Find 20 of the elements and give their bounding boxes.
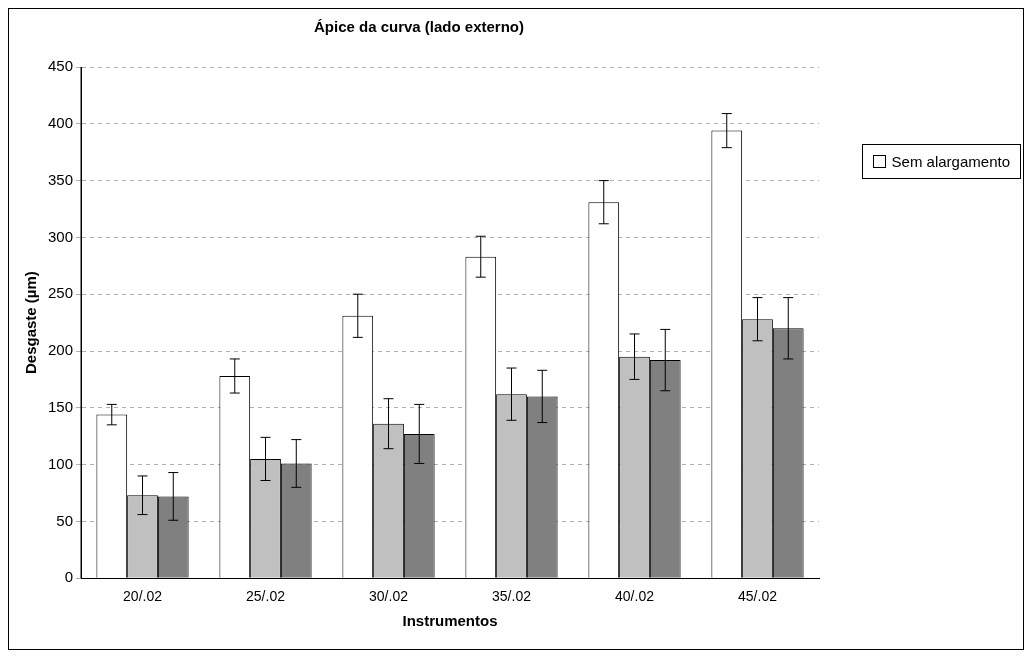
x-tick-label: 25/.02 bbox=[246, 588, 286, 605]
x-tick-label: 30/.02 bbox=[369, 588, 409, 605]
y-tick-label: 250 bbox=[48, 284, 74, 302]
x-tick-label: 40/.02 bbox=[615, 588, 655, 605]
y-tick-label: 150 bbox=[48, 397, 74, 415]
y-tick-label: 400 bbox=[48, 113, 74, 131]
y-tick-label: 300 bbox=[48, 227, 74, 245]
y-tick-label: 350 bbox=[48, 170, 74, 188]
x-tick-label: 20/.02 bbox=[123, 588, 163, 605]
x-axis-title: Instrumentos bbox=[402, 612, 498, 630]
y-tick-label: 0 bbox=[64, 568, 74, 586]
y-tick-label: 200 bbox=[48, 341, 74, 359]
y-axis-title: Desgaste (µm) bbox=[22, 271, 40, 375]
chart-title: Ápice da curva (lado externo) bbox=[313, 18, 525, 36]
x-tick-label: 35/.02 bbox=[492, 588, 532, 605]
text: Sem alargamento bbox=[891, 153, 1010, 170]
y-tick-label: 450 bbox=[48, 57, 74, 75]
y-tick-label: 100 bbox=[48, 454, 74, 472]
y-tick-label: 50 bbox=[56, 511, 74, 529]
x-tick-label: 45/.02 bbox=[738, 588, 778, 605]
